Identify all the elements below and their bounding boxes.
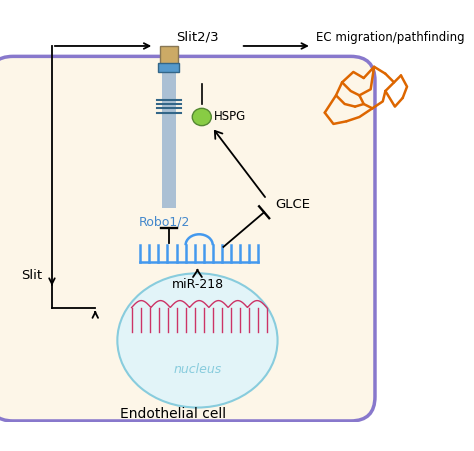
- Text: HSPG: HSPG: [214, 110, 246, 123]
- FancyBboxPatch shape: [0, 57, 375, 421]
- Text: Robo1/2: Robo1/2: [139, 216, 190, 228]
- Bar: [162, 69, 176, 208]
- Bar: [160, 47, 178, 66]
- Text: GLCE: GLCE: [275, 198, 310, 211]
- Text: Endothelial cell: Endothelial cell: [120, 406, 226, 420]
- Text: nucleus: nucleus: [173, 362, 221, 375]
- Ellipse shape: [192, 109, 211, 126]
- Text: Slit: Slit: [21, 268, 43, 281]
- Bar: [158, 64, 179, 73]
- Ellipse shape: [118, 274, 278, 408]
- Text: EC migration/pathfinding: EC migration/pathfinding: [316, 31, 465, 43]
- Text: miR-218: miR-218: [172, 277, 224, 290]
- Text: Slit2/3: Slit2/3: [176, 31, 219, 43]
